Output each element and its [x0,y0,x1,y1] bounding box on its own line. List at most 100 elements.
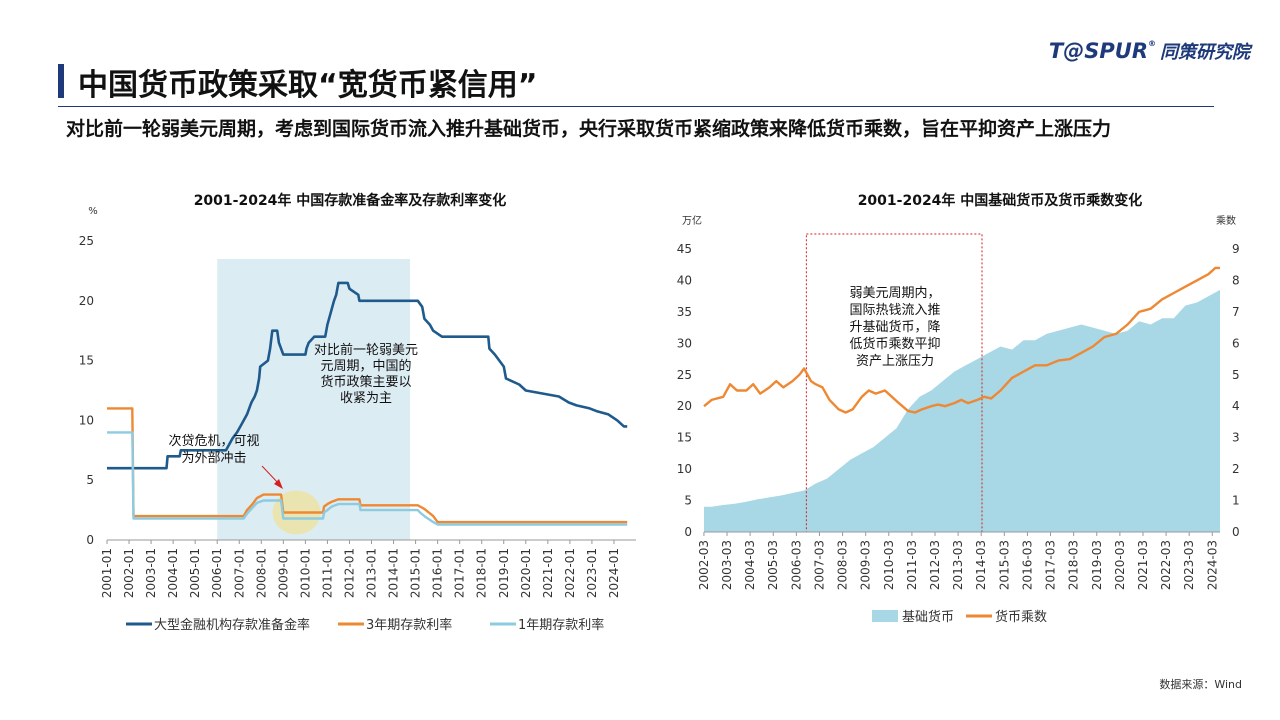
x-tick-label: 2023-01 [585,548,599,598]
x-tick-label: 2023-03 [1182,540,1196,590]
y-left-unit: 万亿 [682,214,702,227]
x-tick-label: 2013-01 [365,548,379,598]
x-tick-label: 2012-03 [928,540,942,590]
y-tick-label: 20 [79,294,94,308]
y-right-tick-label: 4 [1232,399,1240,413]
y-right-tick-label: 2 [1232,462,1240,476]
x-tick-label: 2007-01 [232,548,246,598]
x-tick-label: 2018-01 [475,548,489,598]
series-line-3y-deposit-rate [107,407,628,524]
page-title: 中国货币政策采取“宽货币紧信用” [78,68,538,103]
y-left-tick-label: 40 [677,273,692,287]
y-left-tick-label: 10 [677,462,692,476]
shaded-period [217,259,411,540]
x-tick-label: 2003-01 [144,548,158,598]
y-left-tick-label: 20 [677,399,692,413]
x-tick-label: 2003-03 [720,540,734,590]
y-right-tick-label: 8 [1232,273,1240,287]
legend-label: 3年期存款利率 [366,617,452,633]
x-tick-label: 2020-01 [519,548,533,598]
x-tick-label: 2008-03 [836,540,850,590]
series-line-1y-deposit-rate [107,431,628,526]
x-tick-label: 2004-03 [743,540,757,590]
chart-title-reserve-ratio: 2001-2024年 中国存款准备金率及存款利率变化 [193,193,507,209]
legend-label: 货币乘数 [995,609,1047,625]
annotation-policy-line: 收紧为主 [340,391,392,406]
x-tick-label: 2020-03 [1113,540,1127,590]
annotation-policy-line: 货币政策主要以 [320,374,411,390]
x-tick-label: 2018-03 [1067,540,1081,590]
page-subtitle: 对比前一轮弱美元周期，考虑到国际货币流入推升基础货币，央行采取货币紧缩政策来降低… [66,118,1112,140]
series-line-money-multiplier [703,266,1220,414]
annotation-hot-money-line: 弱美元周期内， [849,285,940,301]
x-tick-label: 2022-03 [1159,540,1173,590]
y-tick-label: 25 [79,234,94,248]
x-tick-label: 2016-01 [431,548,445,598]
y-left-tick-label: 45 [677,242,692,256]
x-tick-label: 2019-03 [1090,540,1104,590]
x-tick-label: 2009-03 [859,540,873,590]
x-tick-label: 2014-03 [974,540,988,590]
x-tick-label: 2004-01 [166,548,180,598]
highlight-period-box [805,233,983,533]
title-divider [58,106,1214,107]
data-source: 数据来源：Wind [1159,678,1242,691]
annotation-crisis-line: 为外部冲击 [181,451,246,466]
x-tick-label: 2012-01 [342,548,356,598]
x-tick-label: 2022-01 [563,548,577,598]
brand-logo: T@SPUR® 同策研究院 [1049,36,1250,66]
annotation-crisis-line: 次贷危机，可视 [168,433,259,449]
x-tick-label: 2017-01 [453,548,467,598]
x-tick-label: 2015-03 [997,540,1011,590]
x-tick-label: 2015-01 [409,548,423,598]
x-tick-label: 2021-03 [1136,540,1150,590]
y-right-tick-label: 9 [1232,242,1240,256]
x-tick-label: 2021-01 [541,548,555,598]
x-tick-label: 2016-03 [1020,540,1034,590]
x-tick-label: 2006-01 [210,548,224,598]
y-left-tick-label: 5 [684,494,692,508]
x-tick-label: 2006-03 [789,540,803,590]
x-tick-label: 2007-03 [812,540,826,590]
x-tick-label: 2002-03 [697,540,711,590]
x-tick-label: 2010-01 [298,548,312,598]
y-left-tick-label: 30 [677,336,692,350]
y-tick-label: 0 [86,533,94,547]
y-right-tick-label: 7 [1232,305,1240,319]
y-tick-label: 10 [79,413,94,427]
x-tick-label: 2017-03 [1044,540,1058,590]
series-line-reserve-ratio [107,281,628,470]
x-tick-label: 2019-01 [497,548,511,598]
x-tick-label: 2011-03 [905,540,919,590]
x-tick-label: 2014-01 [387,548,401,598]
y-right-unit: 乘数 [1216,214,1236,227]
y-left-tick-label: 0 [684,525,692,539]
x-tick-label: 2010-03 [882,540,896,590]
x-tick-label: 2011-01 [320,548,334,598]
legend-label: 大型金融机构存款准备金率 [154,617,310,633]
y-tick-label: 15 [79,354,94,368]
brand-cn: 同策研究院 [1160,42,1250,63]
annotation-arrow [261,465,281,486]
x-tick-label: 2001-01 [100,548,114,598]
annotation-hot-money-line: 升基础货币，降 [849,319,940,335]
title-accent-bar [58,64,64,98]
y-axis-unit: % [88,206,98,217]
annotation-policy-line: 对比前一轮弱美元 [314,342,418,358]
legend-label: 基础货币 [902,609,954,625]
x-tick-label: 2002-01 [122,548,136,598]
x-tick-label: 2009-01 [276,548,290,598]
x-tick-label: 2005-01 [188,548,202,598]
y-right-tick-label: 3 [1232,431,1240,445]
x-tick-label: 2005-03 [766,540,780,590]
annotation-hot-money-line: 低货币乘数平抑 [849,336,940,352]
x-tick-label: 2024-01 [607,548,621,598]
series-area-base-money [704,289,1220,532]
annotation-policy-line: 元周期，中国的 [320,358,411,374]
y-right-tick-label: 6 [1232,336,1240,350]
y-left-tick-label: 25 [677,368,692,382]
x-tick-label: 2008-01 [254,548,268,598]
y-right-tick-label: 5 [1232,368,1240,382]
